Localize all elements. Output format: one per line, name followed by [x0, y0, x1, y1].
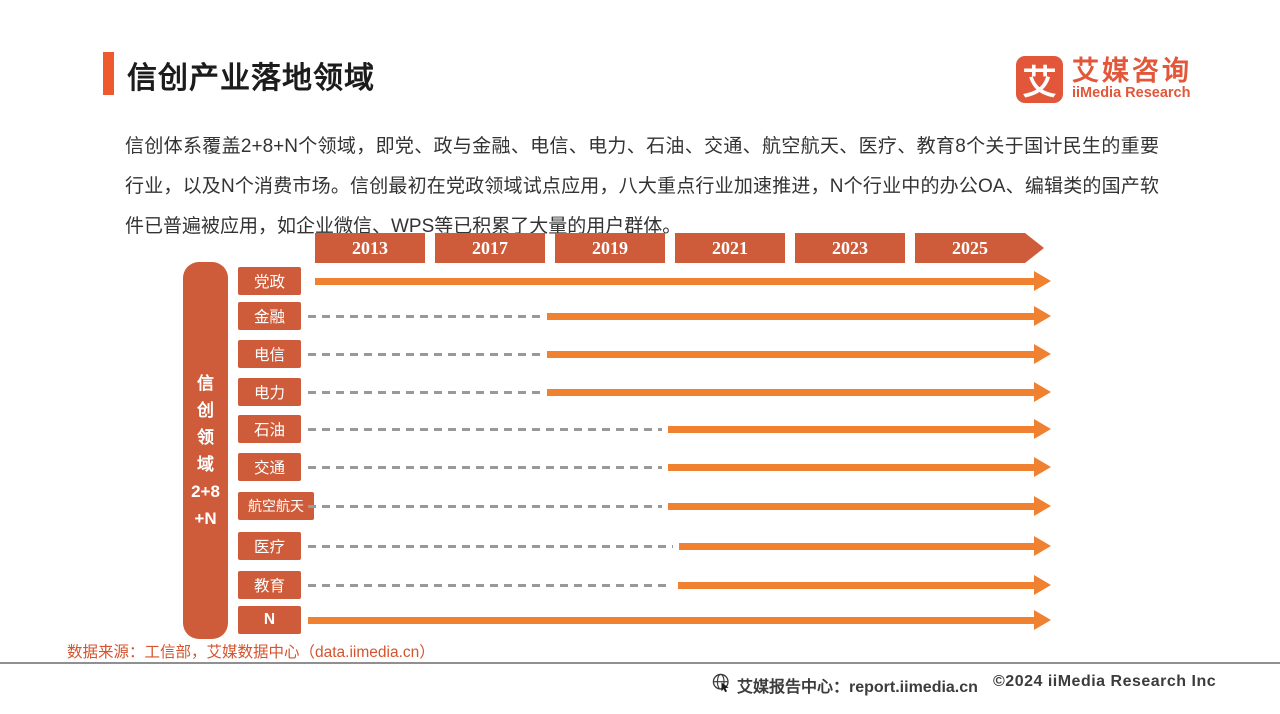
category-group-label: 信 创 领 域 2+8 +N: [191, 373, 220, 528]
timeline-arrow-电信: [547, 350, 1034, 358]
brand-logo-text: 艾媒咨询 iiMedia Research: [1072, 57, 1192, 102]
dashed-lead-金融: [308, 314, 541, 318]
year-header-2023: 2023: [795, 233, 905, 263]
year-header-2019: 2019: [555, 233, 665, 263]
timeline-arrow-石油: [668, 425, 1034, 433]
brand-logo-glyph: 艾: [1022, 64, 1057, 102]
timeline-arrow-N: [308, 616, 1034, 624]
timeline-arrow-金融: [547, 312, 1034, 320]
category-group-bar: 信 创 领 域 2+8 +N: [183, 262, 228, 639]
row-label-医疗: 医疗: [238, 532, 301, 560]
row-label-教育: 教育: [238, 571, 301, 599]
timeline-arrow-教育: [678, 581, 1034, 589]
footer: 艾媒报告中心：report.iimedia.cn ©2024 iiMedia R…: [0, 670, 1280, 700]
title-accent-bar: [103, 52, 114, 95]
data-source: 数据来源：工信部，艾媒数据中心（data.iimedia.cn）: [67, 644, 435, 661]
brand-logo: 艾 艾媒咨询 iiMedia Research: [1016, 56, 1192, 103]
brand-name-cn: 艾媒咨询: [1072, 56, 1192, 86]
row-label-石油: 石油: [238, 415, 301, 443]
year-header-2025: 2025: [915, 233, 1025, 263]
footer-divider: [0, 662, 1280, 664]
dashed-lead-医疗: [308, 544, 673, 548]
row-label-党政: 党政: [238, 267, 301, 295]
timeline-arrow-电力: [547, 388, 1034, 396]
year-header-2017: 2017: [435, 233, 545, 263]
dashed-lead-石油: [308, 427, 662, 431]
year-header-2021: 2021: [675, 233, 785, 263]
dashed-lead-航空航天: [308, 504, 662, 508]
year-header-2013: 2013: [315, 233, 425, 263]
row-label-交通: 交通: [238, 453, 301, 481]
row-label-航空航天: 航空航天: [238, 492, 314, 520]
brand-name-en: iiMedia Research: [1072, 85, 1191, 101]
dashed-lead-交通: [308, 465, 662, 469]
timeline-arrow-航空航天: [668, 502, 1034, 510]
dashed-lead-教育: [308, 583, 672, 587]
row-label-金融: 金融: [238, 302, 301, 330]
timeline-arrow-交通: [668, 463, 1034, 471]
globe-icon: [712, 673, 729, 692]
brand-logo-icon: 艾: [1016, 56, 1063, 103]
footer-report-center: 艾媒报告中心：report.iimedia.cn: [737, 679, 978, 696]
timeline-arrow-党政: [315, 277, 1034, 285]
intro-paragraph: 信创体系覆盖2+8+N个领域，即党、政与金融、电信、电力、石油、交通、航空航天、…: [125, 136, 1159, 237]
row-label-电力: 电力: [238, 378, 301, 406]
dashed-lead-电力: [308, 390, 541, 394]
timeline-arrow-医疗: [679, 542, 1034, 550]
dashed-lead-电信: [308, 352, 541, 356]
row-label-N: N: [238, 606, 301, 634]
row-label-电信: 电信: [238, 340, 301, 368]
page-title: 信创产业落地领域: [127, 62, 375, 95]
footer-copyright: ©2024 iiMedia Research Inc: [993, 673, 1217, 690]
